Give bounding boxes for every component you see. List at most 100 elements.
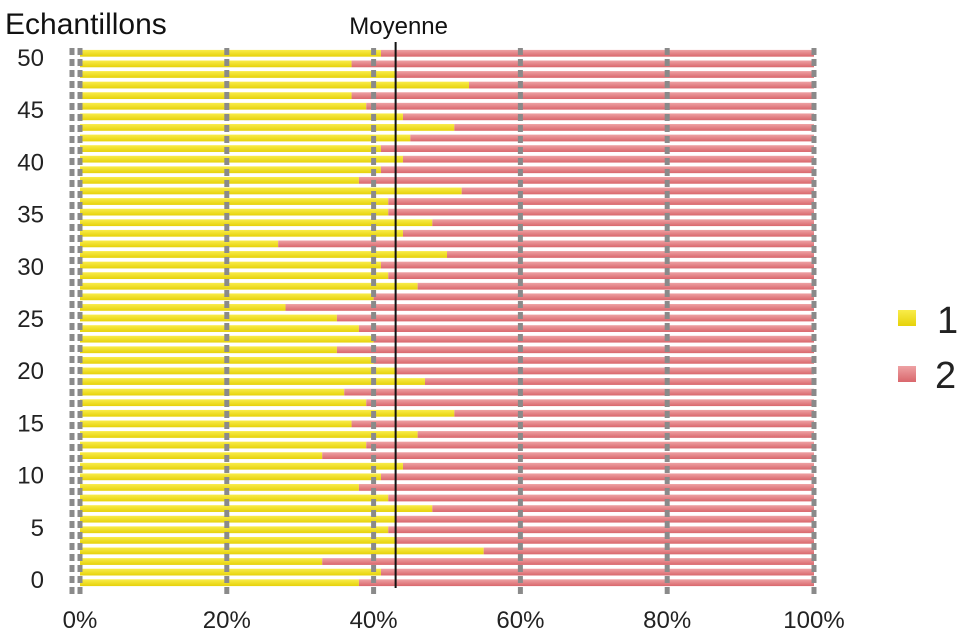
bar-series-2-sample-22: [336, 346, 814, 354]
bar-series-2-sample-3: [483, 547, 814, 555]
bar-series-1-sample-10: [80, 473, 381, 481]
bar-series-1-sample-37: [80, 187, 462, 195]
legend-swatch-2: [898, 366, 916, 382]
bar-series-2-sample-17: [366, 399, 814, 407]
x-tick-labels: 0% 20% 40% 60% 80% 100%: [63, 607, 845, 634]
y-tick-labels: 0 5 10 15 20 25 30 35 40 45 50: [17, 45, 44, 594]
bar-series-1-sample-29: [80, 272, 389, 280]
bar-series-2-sample-11: [402, 462, 814, 470]
bar-series-2-sample-6: [395, 515, 814, 523]
bar-series-1-sample-15: [80, 420, 352, 428]
bar-series-2-sample-30: [380, 261, 814, 269]
x-tick-label: 100%: [783, 607, 844, 634]
bar-series-2-sample-48: [395, 71, 814, 78]
bar-series-1-sample-25: [80, 314, 337, 322]
bar-series-2-sample-2: [322, 558, 814, 565]
legend-label-2: 2: [935, 355, 956, 397]
bar-series-2-sample-26: [285, 304, 814, 311]
bar-series-1-sample-7: [80, 505, 433, 512]
bar-series-1-sample-0: [80, 579, 359, 587]
bars-group: [80, 49, 814, 587]
y-tick-label: 15: [17, 410, 44, 437]
bar-series-1-sample-13: [80, 441, 367, 449]
bar-series-2-sample-8: [388, 494, 814, 502]
bar-series-1-sample-32: [80, 240, 279, 248]
bar-series-1-sample-2: [80, 558, 323, 565]
bar-series-2-sample-40: [402, 155, 814, 163]
bar-series-1-sample-5: [80, 526, 389, 534]
bar-series-2-sample-47: [469, 81, 814, 89]
bar-series-1-sample-31: [80, 251, 447, 258]
bar-series-1-sample-17: [80, 399, 367, 407]
bar-series-1-sample-24: [80, 325, 359, 332]
bar-series-2-sample-39: [380, 166, 814, 174]
bar-series-2-sample-34: [432, 219, 814, 227]
bar-series-2-sample-36: [388, 198, 814, 205]
bar-series-2-sample-41: [380, 145, 814, 152]
bar-series-1-sample-35: [80, 208, 389, 216]
bar-series-1-sample-33: [80, 229, 403, 237]
bar-series-2-sample-10: [380, 473, 814, 481]
chart-title: Echantillons: [5, 8, 167, 41]
bar-series-1-sample-16: [80, 409, 455, 417]
x-tick-label: 0%: [63, 607, 98, 634]
y-tick-label: 20: [17, 358, 44, 385]
bar-series-1-sample-14: [80, 431, 418, 438]
bar-series-1-sample-45: [80, 102, 367, 110]
y-tick-label: 30: [17, 254, 44, 281]
bar-series-1-sample-46: [80, 92, 352, 100]
bar-series-1-sample-6: [80, 515, 396, 523]
bar-series-1-sample-26: [80, 304, 286, 311]
y-tick-label: 10: [17, 463, 44, 490]
bar-series-2-sample-33: [402, 229, 814, 237]
bar-series-2-sample-13: [366, 441, 814, 449]
bar-series-2-sample-16: [454, 409, 814, 417]
bar-series-1-sample-18: [80, 388, 345, 396]
bar-series-1-sample-41: [80, 145, 381, 152]
bar-series-2-sample-27: [373, 293, 814, 301]
y-tick-label: 0: [31, 567, 44, 594]
bar-series-1-sample-11: [80, 462, 403, 470]
x-tick-label: 80%: [643, 607, 691, 634]
bar-series-2-sample-24: [358, 325, 814, 332]
bar-series-1-sample-39: [80, 166, 381, 174]
legend: 1 2: [898, 300, 958, 397]
bar-series-1-sample-44: [80, 113, 403, 121]
bar-series-2-sample-46: [351, 92, 814, 100]
bar-series-2-sample-42: [410, 134, 814, 142]
bar-series-2-sample-37: [461, 187, 814, 195]
bar-series-2-sample-38: [358, 176, 814, 184]
bar-series-2-sample-20: [395, 367, 814, 375]
y-tick-label: 5: [31, 515, 44, 542]
bar-series-1-sample-1: [80, 568, 381, 576]
bar-series-1-sample-30: [80, 261, 381, 269]
bar-series-1-sample-50: [80, 49, 381, 57]
bar-series-2-sample-45: [366, 102, 814, 110]
bar-series-1-sample-3: [80, 547, 484, 555]
bar-series-2-sample-12: [322, 452, 814, 460]
bar-series-2-sample-35: [388, 208, 814, 216]
mean-label: Moyenne: [349, 13, 448, 40]
bar-series-1-sample-40: [80, 155, 403, 163]
bar-series-1-sample-28: [80, 282, 418, 290]
bar-series-2-sample-7: [432, 505, 814, 512]
bar-series-1-sample-36: [80, 198, 389, 205]
y-tick-label: 35: [17, 202, 44, 229]
bar-series-2-sample-50: [380, 49, 814, 57]
x-tick-label: 60%: [496, 607, 544, 634]
bar-series-2-sample-15: [351, 420, 814, 428]
legend-swatch-1: [898, 310, 916, 326]
bar-series-1-sample-22: [80, 346, 337, 354]
bar-series-2-sample-31: [447, 251, 814, 258]
bar-series-1-sample-49: [80, 60, 352, 68]
bar-series-2-sample-43: [454, 124, 814, 131]
bar-series-1-sample-42: [80, 134, 411, 142]
bar-series-2-sample-19: [424, 378, 814, 385]
bar-series-2-sample-5: [388, 526, 814, 534]
legend-label-1: 1: [937, 300, 958, 342]
bar-series-1-sample-9: [80, 484, 359, 491]
bar-series-2-sample-49: [351, 60, 814, 68]
bar-series-2-sample-4: [395, 536, 814, 544]
y-tick-label: 40: [17, 149, 44, 176]
